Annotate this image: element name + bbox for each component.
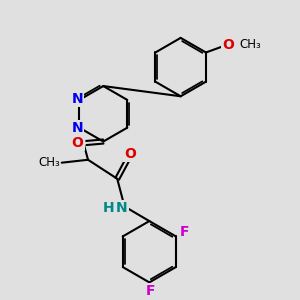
Text: H: H [103,201,114,215]
Text: O: O [223,38,234,52]
Text: O: O [124,147,136,161]
Text: F: F [146,284,155,298]
Text: F: F [180,225,189,239]
Text: CH₃: CH₃ [239,38,261,51]
Text: CH₃: CH₃ [38,156,60,169]
Text: N: N [72,121,83,135]
Text: O: O [72,136,83,150]
Text: N: N [116,201,127,215]
Text: N: N [72,92,83,106]
